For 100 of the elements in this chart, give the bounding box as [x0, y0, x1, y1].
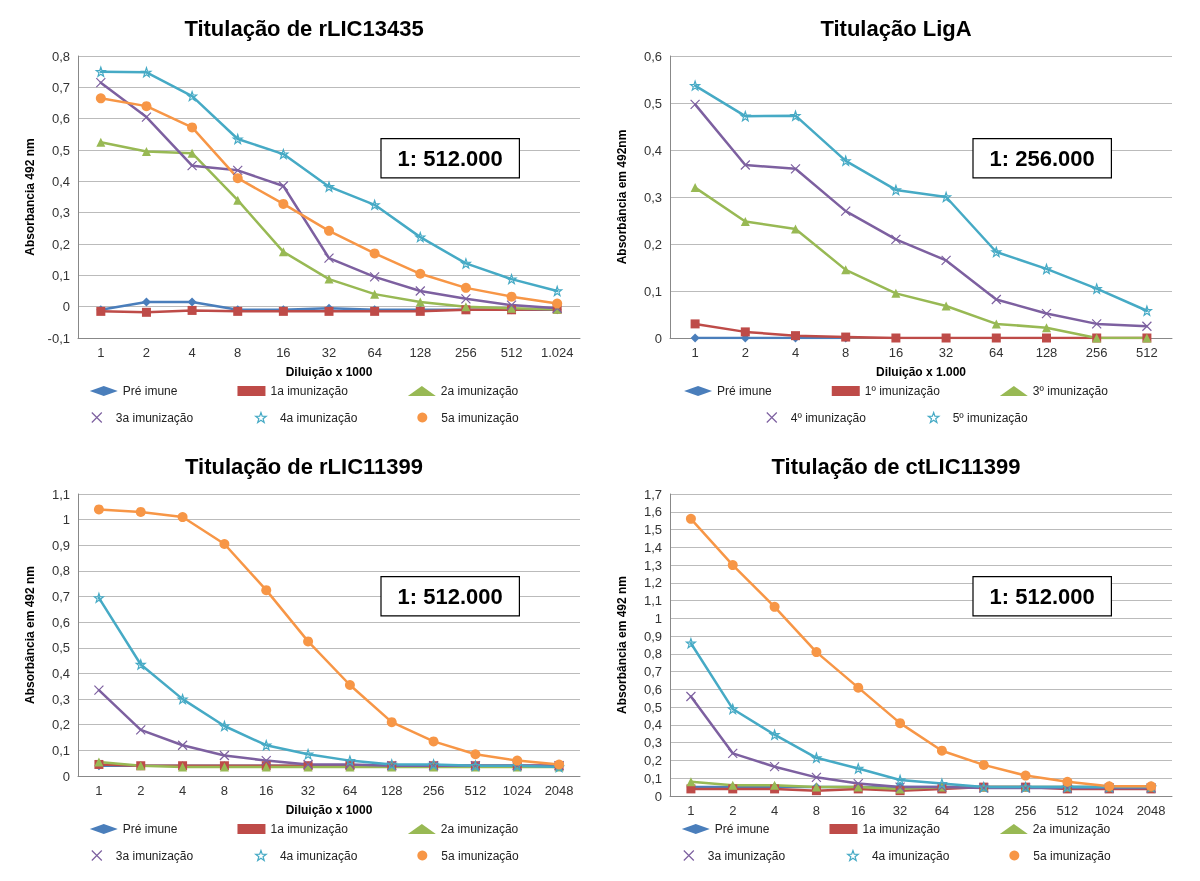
y-axis-title: Absorbância em 492nm: [615, 129, 629, 265]
x-tick-label: 128: [380, 783, 403, 798]
y-tick-label: 0,6: [51, 111, 70, 127]
y-tick-label: 0,5: [51, 640, 70, 656]
x-tick-label: 2: [142, 345, 151, 360]
y-tick-label: 0,6: [51, 614, 70, 630]
y-tick-label: 0,8: [51, 48, 70, 64]
x-tick-label: 32: [300, 783, 316, 798]
x-tick-label: 128: [972, 803, 995, 818]
y-tick-label: 0,1: [51, 742, 70, 758]
legend-label: 2a imunização: [440, 822, 519, 836]
y-tick-label: 1,4: [643, 539, 662, 555]
legend-label: 4º imunização: [790, 410, 867, 425]
x-tick-label: 1.024: [540, 345, 574, 360]
annotation: 1: 256.000: [989, 145, 1095, 171]
x-tick-label: 2: [729, 803, 737, 818]
x-tick-label: 64: [342, 783, 358, 798]
y-tick-label: 0,1: [51, 267, 70, 283]
x-tick-label: 8: [220, 783, 229, 798]
legend-label: 5º imunização: [952, 410, 1029, 425]
x-tick-label: 256: [1085, 345, 1108, 360]
legend-label: 3a imunização: [707, 848, 786, 863]
x-tick-label: 8: [812, 803, 821, 818]
legend-label: Pré imune: [717, 384, 773, 398]
x-tick-label: 1024: [502, 783, 532, 798]
x-tick-label: 256: [1014, 803, 1037, 818]
x-tick-label: 1: [691, 345, 699, 360]
y-tick-label: 0: [654, 788, 662, 804]
chart-title: Titulação de ctLIC11399: [771, 453, 1021, 479]
x-tick-label: 16: [259, 783, 274, 798]
legend-label: 3º imunização: [1032, 384, 1109, 398]
y-tick-label: 0,2: [51, 717, 70, 733]
y-tick-label: 0,7: [51, 589, 70, 605]
x-tick-label: 8: [234, 345, 242, 360]
legend-label: 1º imunização: [864, 384, 941, 398]
y-tick-label: 0,2: [51, 236, 70, 252]
legend-label: 5a imunização: [441, 410, 520, 425]
y-tick-label: 0,5: [51, 142, 70, 158]
y-tick-label: 0,1: [643, 770, 662, 786]
y-axis-title: Absorbancia 492 nm: [23, 138, 37, 256]
x-tick-label: 16: [851, 803, 866, 818]
x-tick-label: 4: [178, 783, 187, 798]
legend-label: 5a imunização: [1033, 848, 1112, 863]
y-tick-label: 0,5: [643, 95, 662, 111]
y-tick-label: 0: [62, 768, 70, 784]
y-tick-label: 0,6: [643, 681, 662, 697]
y-tick-label: 0,7: [51, 79, 70, 95]
y-tick-label: 0: [62, 299, 70, 315]
x-tick-label: 2: [741, 345, 749, 360]
legend-label: 2a imunização: [440, 384, 519, 398]
x-tick-label: 1: [97, 345, 105, 360]
x-tick-label: 512: [1056, 803, 1079, 818]
x-tick-label: 32: [321, 345, 337, 360]
x-tick-label: 8: [842, 345, 850, 360]
y-tick-label: 0,9: [643, 628, 662, 644]
legend-label: 4a imunização: [871, 848, 950, 863]
legend-label: 1a imunização: [270, 384, 349, 398]
x-tick-label: 32: [938, 345, 954, 360]
y-tick-label: 0,2: [643, 236, 662, 252]
annotation: 1: 512.000: [397, 583, 503, 609]
y-tick-label: 0,4: [51, 173, 70, 189]
legend-label: Pré imune: [714, 822, 770, 836]
x-tick-label: 16: [276, 345, 291, 360]
legend-label: 2a imunização: [1032, 822, 1111, 836]
y-tick-label: 0,4: [51, 665, 70, 681]
y-tick-label: 1,1: [643, 593, 662, 609]
y-tick-label: 0,4: [643, 717, 662, 733]
x-tick-label: 2048: [1136, 803, 1166, 818]
x-tick-label: 512: [500, 345, 523, 360]
legend-label: 4a imunização: [279, 410, 358, 425]
legend-label: Pré imune: [122, 384, 178, 398]
x-axis-title: Diluição x 1000: [285, 803, 373, 817]
legend-label: 1a imunização: [862, 822, 941, 836]
legend-label: Pré imune: [122, 822, 178, 836]
y-tick-label: 1,1: [51, 486, 70, 502]
y-tick-label: 0,5: [643, 699, 662, 715]
y-tick-label: 1,6: [643, 504, 662, 520]
y-tick-label: 1,7: [643, 486, 662, 502]
y-tick-label: 0,3: [643, 189, 662, 205]
legend-label: 5a imunização: [441, 848, 520, 863]
chart-title: Titulação de rLIC13435: [184, 15, 424, 41]
x-tick-label: 16: [888, 345, 904, 360]
x-tick-label: 512: [464, 783, 487, 798]
x-tick-label: 256: [422, 783, 445, 798]
annotation: 1: 512.000: [397, 145, 503, 171]
x-tick-label: 512: [1136, 345, 1158, 360]
x-tick-label: 64: [934, 803, 950, 818]
y-tick-label: 0,4: [643, 142, 662, 158]
y-tick-label: 1: [654, 610, 662, 626]
y-tick-label: 1: [62, 512, 70, 528]
x-tick-label: 1024: [1094, 803, 1124, 818]
y-tick-label: 1,5: [643, 522, 662, 538]
y-tick-label: 0,7: [643, 664, 662, 680]
y-tick-label: 0: [654, 330, 662, 346]
y-axis-title: Absorbância em 492 nm: [23, 565, 37, 705]
x-axis-title: Diluição x 1.000: [875, 365, 967, 379]
x-tick-label: 4: [791, 345, 800, 360]
x-tick-label: 1: [95, 783, 103, 798]
x-tick-label: 1: [687, 803, 695, 818]
x-tick-label: 2: [137, 783, 145, 798]
